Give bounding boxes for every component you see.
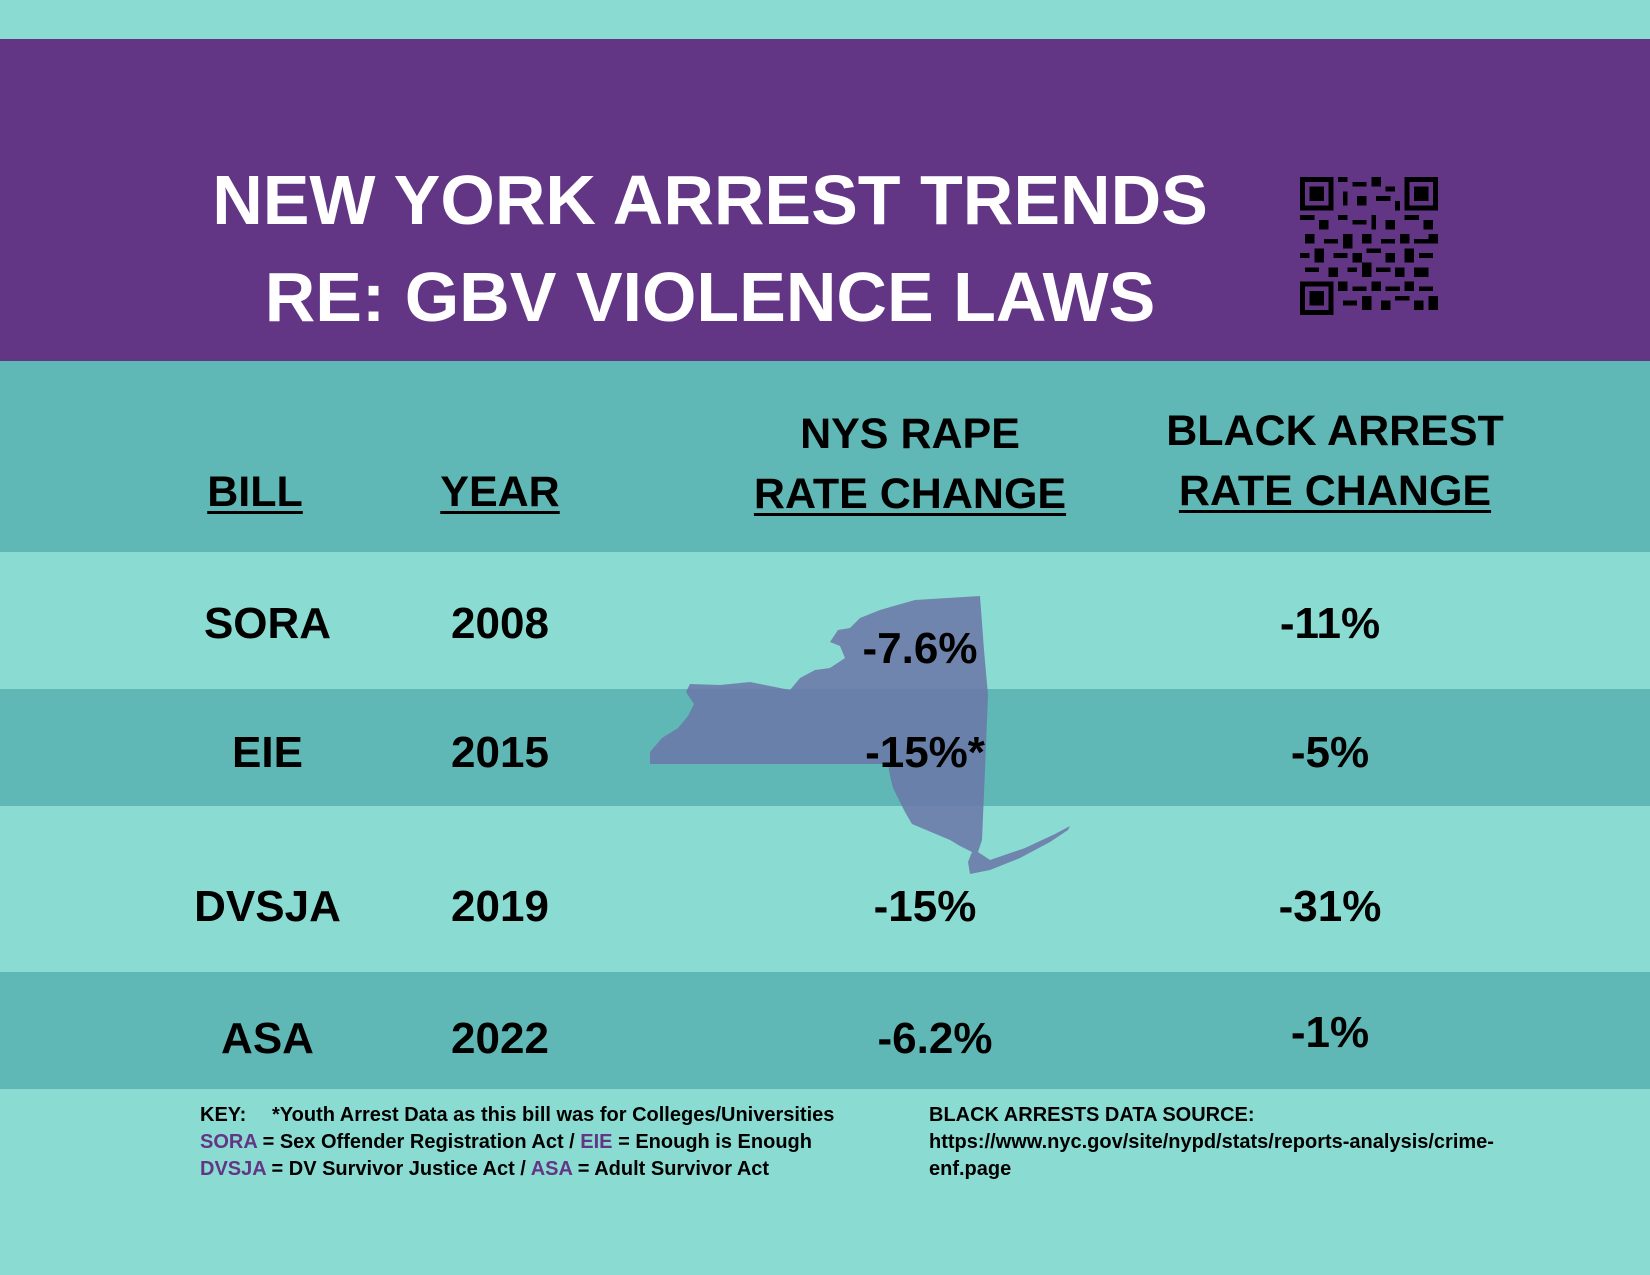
data-source-label: BLACK ARRESTS DATA SOURCE: [929, 1104, 1255, 1126]
table-cell-year: 2015 [451, 728, 549, 777]
table-cell-bill: EIE [232, 728, 303, 777]
key-line-1: KEY: *Youth Arrest Data as this bill was … [200, 1102, 900, 1129]
column-header-bill: BILL [160, 462, 350, 522]
key-abbrev-dvsja: DVSJA [200, 1158, 266, 1180]
key-abbrev-sora: SORA [200, 1131, 258, 1153]
table-cell-rape-change: -15%* [865, 728, 985, 777]
table-cell-black-change: -1% [1290, 1008, 1370, 1057]
data-source-url-line-1[interactable]: https://www.nyc.gov/site/nypd/stats/repo… [929, 1131, 1494, 1153]
table-cell-rape-change: -15% [873, 882, 977, 931]
data-source: BLACK ARRESTS DATA SOURCE: https://www.n… [929, 1102, 1569, 1183]
key-note: *Youth Arrest Data as this bill was for … [272, 1104, 835, 1126]
column-header-black-arrest-rate: BLACK ARREST RATE CHANGE [1140, 401, 1530, 521]
key-abbrev-asa: ASA [530, 1158, 573, 1180]
table-cell-bill: DVSJA [194, 882, 341, 931]
row-band-asa [0, 972, 1650, 1089]
table-header-band [0, 361, 1650, 552]
key-line-3: DVSJA = DV Survivor Justice Act / ASA = … [200, 1156, 900, 1183]
key-label: KEY: [200, 1104, 247, 1126]
table-cell-rape-change: -6.2% [877, 1014, 993, 1063]
page-title-line-2: RE: GBV VIOLENCE LAWS [264, 258, 1156, 336]
key-line-2: SORA = Sex Offender Registration Act / E… [200, 1129, 900, 1156]
table-cell-bill: SORA [203, 599, 332, 648]
column-header-rape-rate: NYS RAPE RATE CHANGE [720, 404, 1100, 524]
data-source-url-line-2[interactable]: enf.page [929, 1158, 1012, 1180]
column-header-black-line-2: RATE CHANGE [1178, 467, 1492, 515]
table-cell-year: 2019 [451, 882, 549, 931]
key-text: = DV Survivor Justice Act / [265, 1158, 531, 1180]
column-header-rape-line-2: RATE CHANGE [753, 470, 1067, 518]
key-text: = Sex Offender Registration Act / [257, 1131, 581, 1153]
table-cell-year: 2008 [451, 599, 549, 648]
column-header-bill-label: BILL [207, 468, 303, 516]
table-cell-black-change: -31% [1278, 882, 1382, 931]
table-cell-bill: ASA [221, 1014, 314, 1063]
new-york-state-map [650, 596, 1070, 874]
page-title-line-1: NEW YORK ARREST TRENDS [212, 161, 1208, 239]
table-cell-year: 2022 [451, 1014, 549, 1063]
table-cell-black-change: -11% [1279, 599, 1381, 648]
column-header-year-label: YEAR [440, 468, 560, 516]
row-band-sora [0, 552, 1650, 689]
column-header-year: YEAR [400, 462, 600, 522]
table-cell-black-change: -5% [1290, 728, 1370, 777]
qr-code-icon[interactable] [1300, 177, 1438, 315]
key-text: = Enough is Enough [612, 1131, 812, 1153]
table-cell-rape-change: -7.6% [862, 624, 978, 673]
key-legend: KEY: *Youth Arrest Data as this bill was … [200, 1102, 900, 1183]
column-header-black-line-1: BLACK ARREST [1166, 407, 1504, 455]
column-header-rape-line-1: NYS RAPE [800, 410, 1020, 458]
key-text: = Adult Survivor Act [572, 1158, 770, 1180]
row-band-dvsja [0, 806, 1650, 972]
key-abbrev-eie: EIE [580, 1131, 613, 1153]
